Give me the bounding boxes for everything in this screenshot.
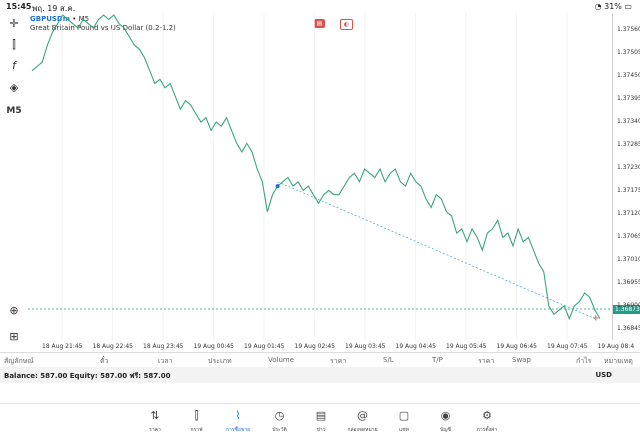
column-header[interactable]: ประเภท [208,357,232,365]
x-tick-label: 19 Aug 06:45 [496,343,537,350]
tab-settings[interactable]: ⚙ การตั้งค่า [467,409,507,434]
function-icon[interactable]: f [12,59,16,72]
tab-news[interactable]: ▤ ข่าว [301,409,341,434]
y-tick-label: 1.37120 [617,210,640,217]
tab-chat[interactable]: ▢ แชท [384,409,424,434]
y-tick-label: 1.37450 [617,72,640,79]
tab-account[interactable]: ◉ บัญชี [426,409,466,434]
account-icon: ◉ [440,409,451,422]
column-header[interactable]: ราคา [478,357,495,365]
y-tick-label: 1.37285 [617,141,640,148]
tab-candles[interactable]: ⫿ กราฟ [177,409,217,434]
x-tick-label: 19 Aug 07:45 [547,343,588,350]
status-bar: 15:45 พฤ. 19 ส.ค. ◔ 31% ▭ [0,0,640,13]
x-tick-label: 18 Aug 23:45 [143,343,184,350]
balance-bar: Balance: 587.00 Equity: 587.00 ฟรี: 587.… [0,367,640,383]
x-tick-label: 18 Aug 21:45 [42,343,83,350]
price-axis: 1.36873 1.37560 1.37505 1.37450 1.37395 1.37… [612,13,640,340]
tab-label: การตั้งค่า [476,427,498,433]
history-icon: ◷ [274,409,285,422]
x-tick-label: 18 Aug 22:45 [92,343,133,350]
battery-indicator: ◔ 31% ▭ [594,2,632,11]
tab-history[interactable]: ◷ ประวัติ [260,409,300,434]
tab-mail[interactable]: @ กล่องจดหมาย [343,409,383,434]
trade-icon: ⌇ [235,409,241,422]
indicator-candles-icon[interactable]: ⫿ [12,38,16,51]
trend-start-marker [275,184,280,189]
column-header[interactable]: กำไร [576,357,592,365]
news-icon: ▤ [315,409,327,422]
column-header[interactable]: หมายเหตุ [604,357,633,365]
y-tick-label: 1.37395 [617,95,640,102]
y-tick-label: 1.37505 [617,49,640,56]
tab-trade[interactable]: ⌇ การซื้อขาย [218,409,258,434]
tab-label: กล่องจดหมาย [347,427,378,433]
tab-label: การซื้อขาย [225,427,251,433]
bottom-tab-bar: ⇅ ราคา ⫿ กราฟ ⌇ การซื้อขาย ◷ ประวัติ ▤ ข่าว @ กล่อง… [0,403,640,448]
column-header[interactable]: T/P [432,356,443,364]
battery-level: 31% [604,2,622,11]
timeframe-button[interactable]: M5 [6,106,22,116]
y-tick-label: 1.36955 [617,279,640,286]
candles-icon: ⫿ [194,409,199,422]
symbol-description: Great Britain Pound vs US Dollar (0.2-1.… [30,24,176,32]
y-tick-label: 1.37340 [617,118,640,125]
vertical-gridlines [61,13,568,340]
y-tick-label: 1.37065 [617,233,640,240]
zoom-icon[interactable]: ⊕ [9,304,19,317]
tab-label: แชท [399,427,409,433]
y-tick-label: 1.37230 [617,164,640,171]
signal-icon[interactable]: ◐ [340,19,353,30]
tab-label: กราฟ [190,427,203,433]
x-tick-label: 19 Aug 03:45 [345,343,386,350]
crosshair-icon[interactable]: ✛ [9,17,19,30]
symbol-timeframe: M5 [78,15,90,23]
y-tick-label: 1.36845 [617,325,640,332]
symbol-title: GBPUSDm • M5 [30,15,90,23]
column-header[interactable]: Volume [268,356,295,364]
column-header[interactable]: S/L [383,356,394,364]
balance-text: Balance: 587.00 Equity: 587.00 ฟรี: 587.… [4,372,171,380]
current-price-tag: 1.36873 [613,305,640,314]
tab-quotes[interactable]: ⇅ ราคา [135,409,175,434]
tab-label: ข่าว [316,427,326,433]
tab-label: ประวัติ [272,427,287,433]
x-tick-label: 19 Aug 02:45 [294,343,335,350]
status-date: พฤ. 19 ส.ค. [32,4,76,13]
x-tick-label: 19 Aug 05:45 [446,343,487,350]
tab-label: ราคา [149,427,161,433]
column-header[interactable]: สัญลักษณ์ [4,357,34,365]
y-tick-label: 1.37175 [617,187,640,194]
flag-icon[interactable]: ▤ [314,19,325,28]
x-tick-label: 19 Aug 08:4 [597,343,635,350]
trade-columns-header: สัญลักษณ์ ตั๋ว เวลา ประเภท Volume ราคา S/L T/P ร… [0,352,640,367]
mail-icon: @ [357,409,368,422]
column-header[interactable]: เวลา [158,357,173,365]
quotes-icon: ⇅ [150,409,160,422]
price-chart[interactable]: ✛ [28,13,612,340]
objects-icon[interactable]: ◈ [9,81,19,94]
column-header[interactable]: Swap [512,356,531,364]
chat-icon: ▢ [398,409,410,422]
settings-icon: ⚙ [482,409,492,422]
x-tick-label: 19 Aug 01:45 [244,343,285,350]
tab-label: บัญชี [440,427,451,433]
x-tick-label: 19 Aug 04:45 [395,343,436,350]
column-header[interactable]: ตั๋ว [100,357,109,365]
column-header[interactable]: ราคา [330,357,347,365]
y-tick-label: 1.37560 [617,26,640,33]
y-tick-label: 1.36900 [617,302,640,309]
symbol-name: GBPUSDm [30,15,71,23]
clock: 15:45 [6,2,32,11]
y-tick-label: 1.37010 [617,256,640,263]
trend-end-marker: ✛ [593,315,599,323]
balance-currency: USD [595,371,612,379]
trend-line [277,181,596,319]
add-icon[interactable]: ⊞ [9,330,19,343]
chart-toolbar: ✛ ⫿ f ◈ M5 ⊕ ⊞ [0,13,28,353]
x-tick-label: 19 Aug 00:45 [193,343,234,350]
price-line [31,14,601,321]
